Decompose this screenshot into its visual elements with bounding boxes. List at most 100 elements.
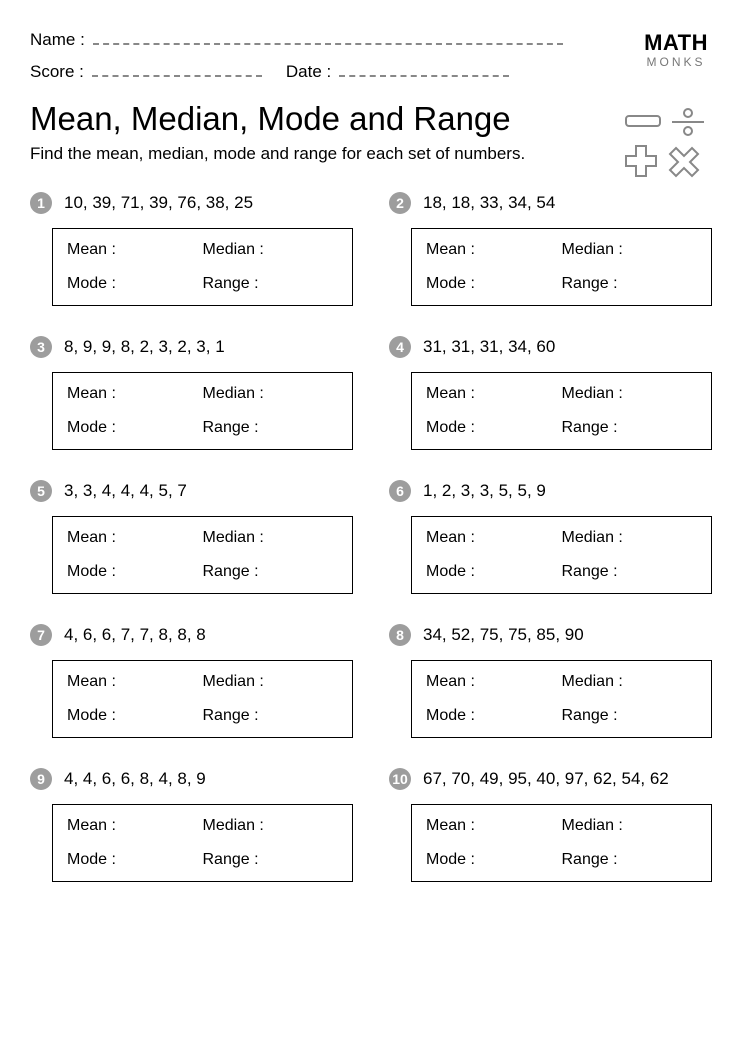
problem-numbers: 18, 18, 33, 34, 54 — [423, 193, 555, 213]
problem-numbers: 1, 2, 3, 3, 5, 5, 9 — [423, 481, 546, 501]
page-title: Mean, Median, Mode and Range — [30, 100, 712, 138]
range-label: Range : — [562, 563, 698, 581]
problem: 74, 6, 6, 7, 7, 8, 8, 8 Mean :Median :Mod… — [30, 624, 353, 738]
median-label: Median : — [203, 817, 339, 835]
logo-line2: MONKS — [644, 56, 708, 68]
median-label: Median : — [562, 529, 698, 547]
range-label: Range : — [562, 419, 698, 437]
score-blank[interactable] — [92, 75, 262, 77]
mean-label: Mean : — [67, 385, 203, 403]
median-label: Median : — [203, 385, 339, 403]
score-label: Score : — [30, 62, 84, 82]
range-label: Range : — [562, 275, 698, 293]
answer-box[interactable]: Mean :Median :Mode :Range : — [52, 228, 353, 306]
answer-box[interactable]: Mean :Median :Mode :Range : — [411, 516, 712, 594]
problem-number-badge: 3 — [30, 336, 52, 358]
problem: 8 34, 52, 75, 75, 85, 90 Mean :Median :Mod… — [389, 624, 712, 738]
answer-box[interactable]: Mean :Median :Mode :Range : — [411, 372, 712, 450]
problem: 9 4, 4, 6, 6, 8, 4, 8, 9 Mean :Median :Mod… — [30, 768, 353, 882]
problem-header: 2 18, 18, 33, 34, 54 — [389, 192, 712, 214]
name-blank[interactable] — [93, 43, 563, 45]
mode-label: Mode : — [426, 275, 562, 293]
problem-numbers: 3, 3, 4, 4, 4, 5, 7 — [64, 481, 187, 501]
problem-header: 5 3, 3, 4, 4, 4, 5, 7 — [30, 480, 353, 502]
range-label: Range : — [203, 563, 339, 581]
mean-label: Mean : — [426, 385, 562, 403]
problem-header: 6 1, 2, 3, 3, 5, 5, 9 — [389, 480, 712, 502]
range-label: Range : — [203, 275, 339, 293]
mode-label: Mode : — [426, 563, 562, 581]
mode-label: Mode : — [67, 851, 203, 869]
problem-number-badge: 10 — [389, 768, 411, 790]
answer-box[interactable]: Mean :Median :Mode :Range : — [52, 516, 353, 594]
problem: 6 1, 2, 3, 3, 5, 5, 9 Mean :Median :Mode :… — [389, 480, 712, 594]
problem: 2 18, 18, 33, 34, 54 Mean :Median :Mode :R… — [389, 192, 712, 306]
range-label: Range : — [562, 707, 698, 725]
problem: 1 10, 39, 71, 39, 76, 38, 25 Mean :Median … — [30, 192, 353, 306]
mode-label: Mode : — [426, 851, 562, 869]
problem-numbers: 4, 4, 6, 6, 8, 4, 8, 9 — [64, 769, 206, 789]
answer-box[interactable]: Mean :Median :Mode :Range : — [411, 660, 712, 738]
median-label: Median : — [203, 529, 339, 547]
mode-label: Mode : — [67, 563, 203, 581]
answer-box[interactable]: Mean :Median :Mode :Range : — [52, 804, 353, 882]
range-label: Range : — [203, 707, 339, 725]
problem-number-badge: 1 — [30, 192, 52, 214]
range-label: Range : — [203, 419, 339, 437]
mean-label: Mean : — [67, 673, 203, 691]
name-label: Name : — [30, 30, 85, 50]
mean-label: Mean : — [426, 673, 562, 691]
mean-label: Mean : — [426, 241, 562, 259]
date-label: Date : — [286, 62, 331, 82]
math-icons — [622, 108, 712, 195]
mode-label: Mode : — [426, 419, 562, 437]
problem-number-badge: 7 — [30, 624, 52, 646]
problem-numbers: 31, 31, 31, 34, 60 — [423, 337, 555, 357]
problem: 3 8, 9, 9, 8, 2, 3, 2, 3, 1 Mean :Median :… — [30, 336, 353, 450]
problem-header: 8 34, 52, 75, 75, 85, 90 — [389, 624, 712, 646]
mode-label: Mode : — [67, 275, 203, 293]
problem: 4 31, 31, 31, 34, 60 Mean :Median :Mode :R… — [389, 336, 712, 450]
mode-label: Mode : — [426, 707, 562, 725]
answer-box[interactable]: Mean :Median :Mode :Range : — [52, 372, 353, 450]
mean-label: Mean : — [426, 529, 562, 547]
score-date-row: Score : Date : — [30, 62, 712, 82]
problem-header: 1 10, 39, 71, 39, 76, 38, 25 — [30, 192, 353, 214]
problem-numbers: 34, 52, 75, 75, 85, 90 — [423, 625, 584, 645]
mean-label: Mean : — [67, 817, 203, 835]
problem-number-badge: 4 — [389, 336, 411, 358]
problem-number-badge: 2 — [389, 192, 411, 214]
name-row: Name : — [30, 30, 712, 50]
problem-number-badge: 6 — [389, 480, 411, 502]
problem-number-badge: 5 — [30, 480, 52, 502]
range-label: Range : — [203, 851, 339, 869]
range-label: Range : — [562, 851, 698, 869]
date-blank[interactable] — [339, 75, 509, 77]
median-label: Median : — [562, 673, 698, 691]
mode-label: Mode : — [67, 707, 203, 725]
median-label: Median : — [562, 385, 698, 403]
median-label: Median : — [562, 241, 698, 259]
problem-header: 74, 6, 6, 7, 7, 8, 8, 8 — [30, 624, 353, 646]
problem-numbers: 10, 39, 71, 39, 76, 38, 25 — [64, 193, 253, 213]
mean-label: Mean : — [67, 241, 203, 259]
instructions-text: Find the mean, median, mode and range fo… — [30, 144, 712, 164]
mean-label: Mean : — [67, 529, 203, 547]
problem-numbers: 8, 9, 9, 8, 2, 3, 2, 3, 1 — [64, 337, 225, 357]
mean-label: Mean : — [426, 817, 562, 835]
problem-number-badge: 9 — [30, 768, 52, 790]
problems-grid: 110, 39, 71, 39, 76, 38, 25Mean :Median … — [30, 192, 712, 882]
mode-label: Mode : — [67, 419, 203, 437]
problem: 5 3, 3, 4, 4, 4, 5, 7 Mean :Median :Mode :… — [30, 480, 353, 594]
problem-number-badge: 8 — [389, 624, 411, 646]
logo-line1: MATH — [644, 32, 708, 54]
problem-header: 4 31, 31, 31, 34, 60 — [389, 336, 712, 358]
median-label: Median : — [203, 241, 339, 259]
answer-box[interactable]: Mean :Median :Mode :Range : — [411, 804, 712, 882]
problem-header: 9 4, 4, 6, 6, 8, 4, 8, 9 — [30, 768, 353, 790]
answer-box[interactable]: Mean :Median :Mode :Range : — [52, 660, 353, 738]
median-label: Median : — [562, 817, 698, 835]
problem-header: 10 67, 70, 49, 95, 40, 97, 62, 54, 62 — [389, 768, 712, 790]
answer-box[interactable]: Mean :Median :Mode :Range : — [411, 228, 712, 306]
problem-numbers: 67, 70, 49, 95, 40, 97, 62, 54, 62 — [423, 769, 669, 789]
